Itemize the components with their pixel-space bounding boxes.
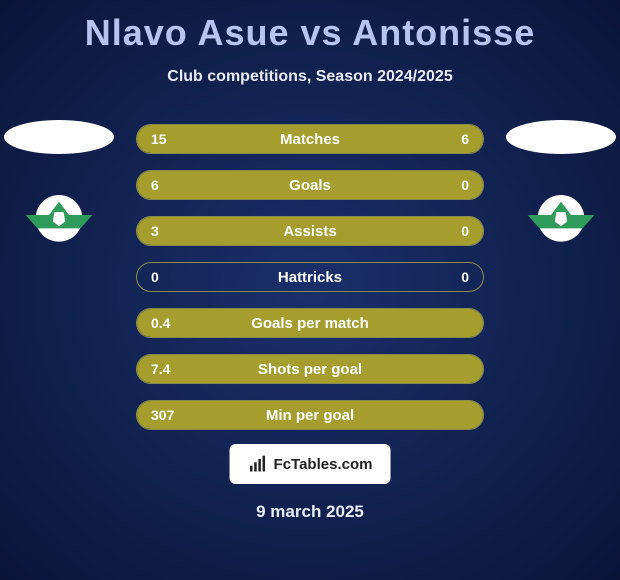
club-badge-right — [516, 195, 606, 245]
stat-row: 3Assists0 — [136, 216, 484, 246]
stats-container: 15Matches66Goals03Assists00Hattricks00.4… — [136, 124, 484, 446]
stat-label: Goals — [137, 177, 483, 194]
stat-value-right: 0 — [461, 223, 469, 239]
page-title: Nlavo Asue vs Antonisse — [0, 0, 620, 54]
stat-label: Goals per match — [137, 315, 483, 332]
stat-label: Hattricks — [137, 269, 483, 286]
source-badge[interactable]: FcTables.com — [230, 444, 391, 484]
chart-icon — [248, 454, 268, 474]
player-right-avatar — [506, 120, 616, 154]
stat-row: 307Min per goal — [136, 400, 484, 430]
stat-row: 0.4Goals per match — [136, 308, 484, 338]
stat-value-right: 6 — [461, 131, 469, 147]
source-label: FcTables.com — [274, 456, 373, 473]
stat-label: Matches — [137, 131, 483, 148]
date-label: 9 march 2025 — [0, 502, 620, 522]
stat-row: 0Hattricks0 — [136, 262, 484, 292]
club-crest-icon — [14, 195, 104, 245]
stat-label: Min per goal — [137, 407, 483, 424]
stat-label: Assists — [137, 223, 483, 240]
stat-label: Shots per goal — [137, 361, 483, 378]
stat-row: 7.4Shots per goal — [136, 354, 484, 384]
club-badge-left — [14, 195, 104, 245]
stat-value-right: 0 — [461, 269, 469, 285]
stat-row: 6Goals0 — [136, 170, 484, 200]
stat-row: 15Matches6 — [136, 124, 484, 154]
club-crest-icon — [516, 195, 606, 245]
subtitle: Club competitions, Season 2024/2025 — [0, 68, 620, 86]
player-left-avatar — [4, 120, 114, 154]
stat-value-right: 0 — [461, 177, 469, 193]
